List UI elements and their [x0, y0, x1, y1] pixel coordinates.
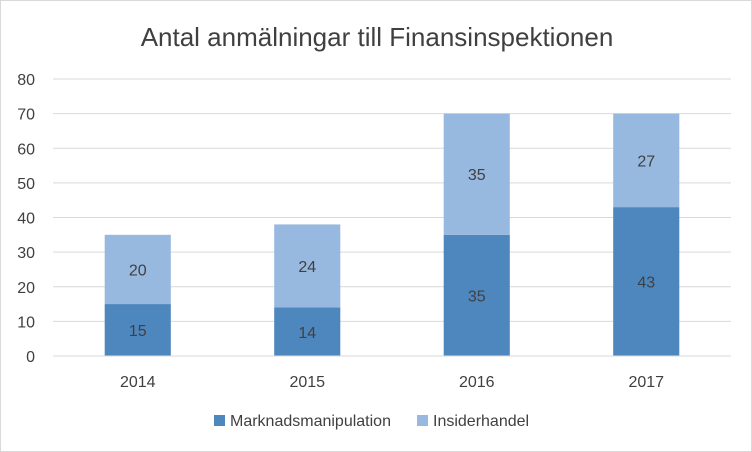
data-label: 35 [468, 167, 486, 184]
bar-marknadsmanipulation-2014 [104, 304, 171, 356]
data-label: 14 [298, 325, 316, 342]
bar-marknadsmanipulation-2015 [274, 307, 341, 356]
bar-marknadsmanipulation-2017 [613, 207, 680, 356]
y-axis-ticks: 0 10 20 30 40 50 60 70 80 [17, 72, 35, 366]
legend-swatch-marknadsmanipulation [214, 415, 225, 426]
legend-label-insiderhandel: Insiderhandel [433, 413, 529, 430]
chart-title: Antal anmälningar till Finansinspektione… [141, 22, 614, 52]
y-tick-label: 50 [17, 176, 35, 193]
y-tick-label: 60 [17, 141, 35, 158]
x-axis-ticks: 2014 2015 2016 2017 [120, 374, 664, 391]
y-tick-label: 10 [17, 314, 35, 331]
bar-insiderhandel-2016 [443, 113, 510, 235]
bars [104, 113, 680, 356]
legend-swatch-insiderhandel [417, 415, 428, 426]
bar-insiderhandel-2017 [613, 113, 680, 208]
y-tick-label: 80 [17, 72, 35, 89]
x-tick-label: 2016 [459, 374, 495, 391]
data-label: 24 [298, 259, 316, 276]
data-label: 20 [129, 262, 147, 279]
bar-marknadsmanipulation-2016 [443, 234, 510, 356]
x-tick-label: 2014 [120, 374, 156, 391]
x-tick-label: 2017 [628, 374, 664, 391]
bar-insiderhandel-2014 [104, 234, 171, 305]
y-tick-label: 30 [17, 245, 35, 262]
y-tick-label: 70 [17, 107, 35, 124]
y-tick-label: 20 [17, 280, 35, 297]
legend-label-marknadsmanipulation: Marknadsmanipulation [230, 413, 391, 430]
y-tick-label: 0 [26, 349, 35, 366]
data-label: 27 [637, 153, 655, 170]
data-label: 15 [129, 323, 147, 340]
bar-insiderhandel-2015 [274, 224, 341, 308]
x-tick-label: 2015 [289, 374, 325, 391]
data-label: 43 [637, 275, 655, 292]
data-label: 35 [468, 288, 486, 305]
legend: Marknadsmanipulation Insiderhandel [214, 413, 529, 430]
data-labels: 15 20 14 24 35 35 43 27 [129, 153, 655, 341]
y-tick-label: 40 [17, 211, 35, 228]
